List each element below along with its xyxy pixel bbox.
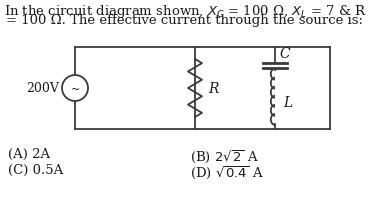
Text: R: R (208, 82, 219, 95)
Text: (B) $2\sqrt{2}$ A: (B) $2\sqrt{2}$ A (190, 147, 259, 164)
Text: C: C (279, 47, 290, 61)
Text: L: L (283, 95, 292, 109)
Text: (A) 2A: (A) 2A (8, 147, 50, 160)
Text: (C) 0.5A: (C) 0.5A (8, 163, 63, 176)
Text: ~: ~ (70, 85, 80, 94)
Text: (D) $\sqrt{0.4}$ A: (D) $\sqrt{0.4}$ A (190, 163, 264, 180)
Text: = 100 Ω. The effective current through the source is:: = 100 Ω. The effective current through t… (7, 14, 364, 27)
Text: In the circuit diagram shown, $X_C$ = 100 Ω, $X_L$ = 7 & R: In the circuit diagram shown, $X_C$ = 10… (4, 3, 367, 20)
Text: 200V: 200V (26, 82, 59, 95)
